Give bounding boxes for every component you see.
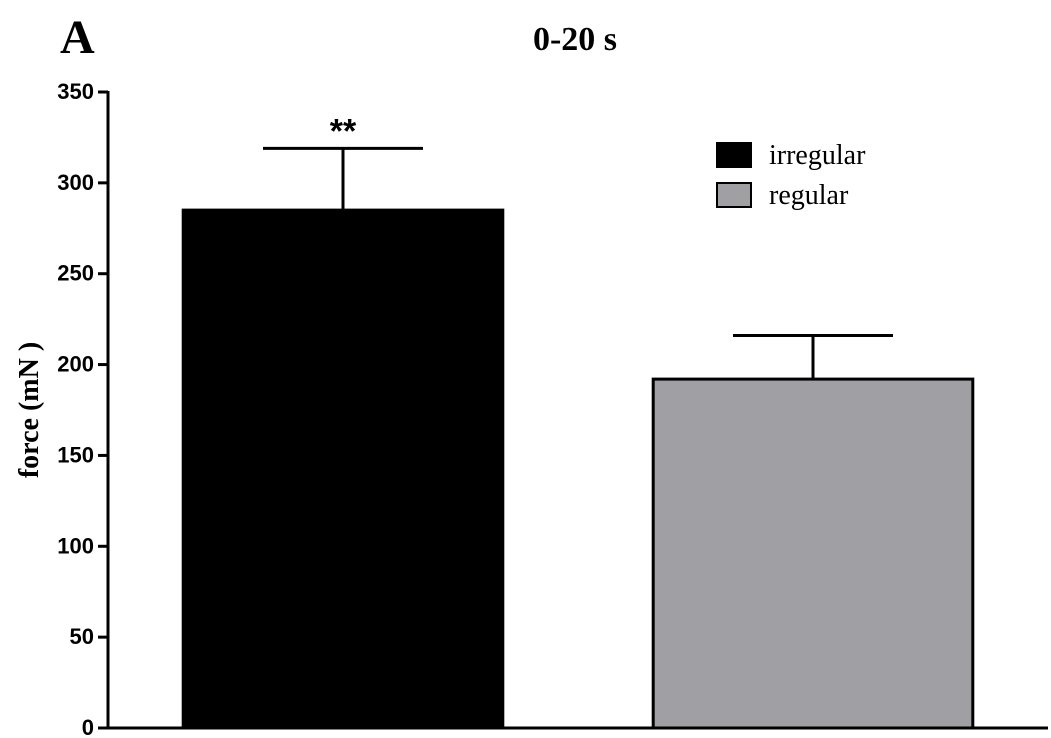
- significance-marker: **: [330, 112, 357, 150]
- annotations-layer: **: [330, 112, 357, 150]
- axes-layer: [106, 91, 1048, 730]
- legend-label-regular: regular: [769, 180, 849, 211]
- y-tick-label: 0: [82, 715, 94, 738]
- panel-label: A: [60, 11, 95, 64]
- bar-irregular: [181, 208, 505, 730]
- y-tick-label: 200: [57, 352, 94, 377]
- legend: irregular regular: [716, 140, 866, 211]
- bars-layer: [181, 208, 975, 730]
- chart-title: 0-20 s: [533, 21, 617, 58]
- y-tick-label: 300: [57, 170, 94, 195]
- legend-label-irregular: irregular: [769, 140, 866, 171]
- y-tick-label: 150: [57, 442, 94, 467]
- y-tick-label: 50: [70, 624, 94, 649]
- y-tick-label: 100: [57, 533, 94, 558]
- legend-swatch-regular: [716, 182, 752, 208]
- y-tick-label: 350: [57, 79, 94, 104]
- y-tick-label: 250: [57, 261, 94, 286]
- y-axis-label: force (mN ): [14, 342, 45, 478]
- y-ticks: 0 50 100 150 200 250 300 350: [57, 79, 108, 738]
- error-bars-layer: [263, 146, 893, 380]
- legend-swatch-irregular: [716, 142, 752, 168]
- bar-regular: [651, 377, 975, 730]
